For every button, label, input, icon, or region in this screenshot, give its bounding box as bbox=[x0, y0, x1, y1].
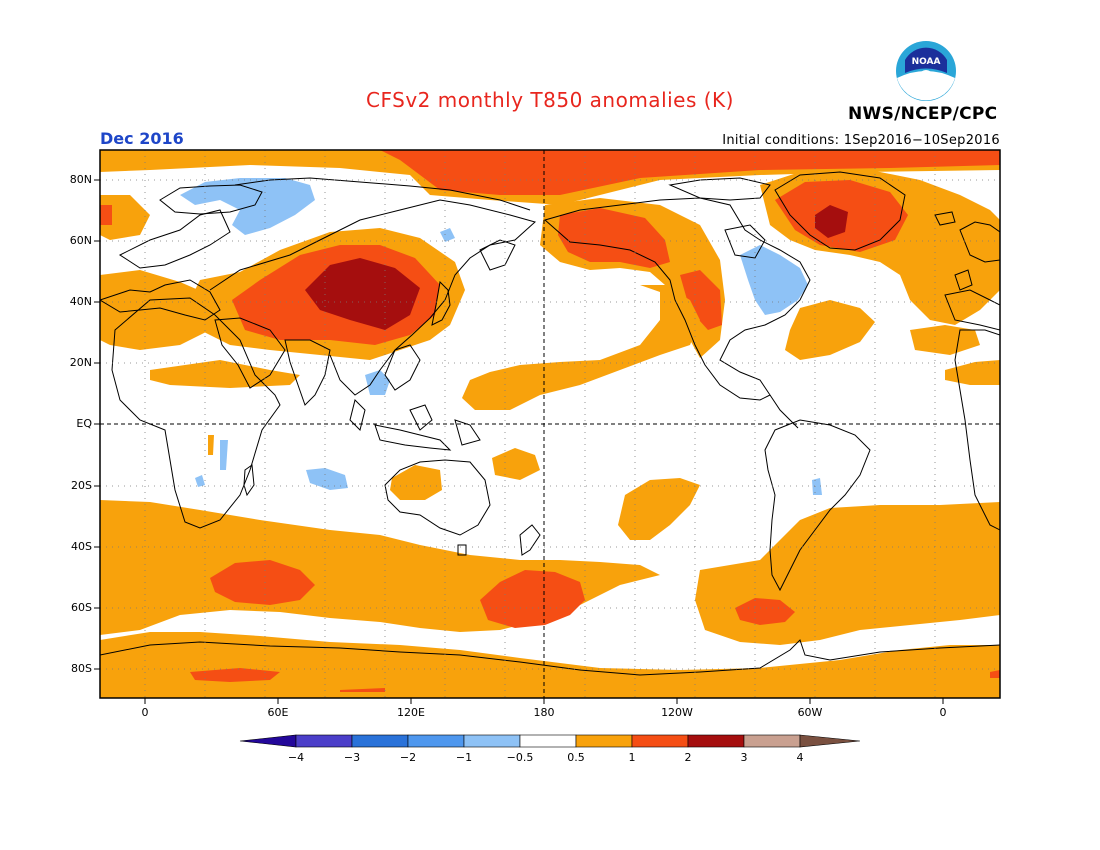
colorbar-label: 4 bbox=[796, 751, 804, 764]
colorbar-label: 3 bbox=[740, 751, 748, 764]
lat-label: 40S bbox=[71, 540, 92, 553]
colorbar-seg bbox=[575, 734, 633, 748]
colorbar-seg bbox=[687, 734, 745, 748]
map-title: CFSv2 monthly T850 anomalies (K) bbox=[366, 88, 734, 112]
colorbar-label: 2 bbox=[684, 751, 692, 764]
colorbar-seg bbox=[239, 734, 297, 748]
lon-label: 60W bbox=[797, 706, 823, 719]
reference-lines bbox=[100, 150, 1000, 698]
colorbar-seg bbox=[407, 734, 465, 748]
lat-label: 20S bbox=[71, 479, 92, 492]
colorbar-label: −3 bbox=[343, 751, 361, 764]
colorbar-label: −2 bbox=[399, 751, 417, 764]
colorbar-seg bbox=[743, 734, 801, 748]
noaa-logo: NOAA bbox=[896, 41, 956, 101]
org-label: NWS/NCEP/CPC bbox=[848, 104, 998, 124]
forecast-period: Dec 2016 bbox=[100, 129, 184, 148]
axis-ticks bbox=[94, 179, 944, 704]
lon-label: 0 bbox=[939, 706, 947, 719]
colorbar-label: −0.5 bbox=[506, 751, 534, 764]
lat-label: EQ bbox=[76, 417, 92, 430]
initial-conditions: Initial conditions: 1Sep2016−10Sep2016 bbox=[722, 133, 1000, 148]
lon-label: 120W bbox=[661, 706, 693, 719]
lat-label: 40N bbox=[69, 295, 92, 308]
colorbar-seg bbox=[631, 734, 689, 748]
colorbar-label: −4 bbox=[287, 751, 305, 764]
colorbar-label: −1 bbox=[455, 751, 473, 764]
lat-label: 80N bbox=[69, 173, 92, 186]
lat-label: 20N bbox=[69, 356, 92, 369]
colorbar-label: 1 bbox=[628, 751, 636, 764]
logo-text: NOAA bbox=[912, 57, 941, 67]
gridlines bbox=[100, 150, 1000, 698]
coastlines bbox=[100, 171, 1000, 676]
colorbar-label: 0.5 bbox=[567, 751, 585, 764]
colorbar-seg bbox=[351, 734, 409, 748]
colorbar-seg bbox=[463, 734, 521, 748]
lon-label: 60E bbox=[267, 706, 289, 719]
lon-label: 180 bbox=[533, 706, 555, 719]
lon-label: 0 bbox=[141, 706, 149, 719]
colorbar-seg bbox=[519, 734, 577, 748]
colorbar-seg bbox=[799, 734, 861, 748]
colorbar-seg bbox=[295, 734, 353, 748]
lat-label: 60S bbox=[71, 601, 92, 614]
colorbar bbox=[239, 734, 861, 748]
lat-label: 80S bbox=[71, 662, 92, 675]
lon-label: 120E bbox=[397, 706, 425, 719]
lat-label: 60N bbox=[69, 234, 92, 247]
